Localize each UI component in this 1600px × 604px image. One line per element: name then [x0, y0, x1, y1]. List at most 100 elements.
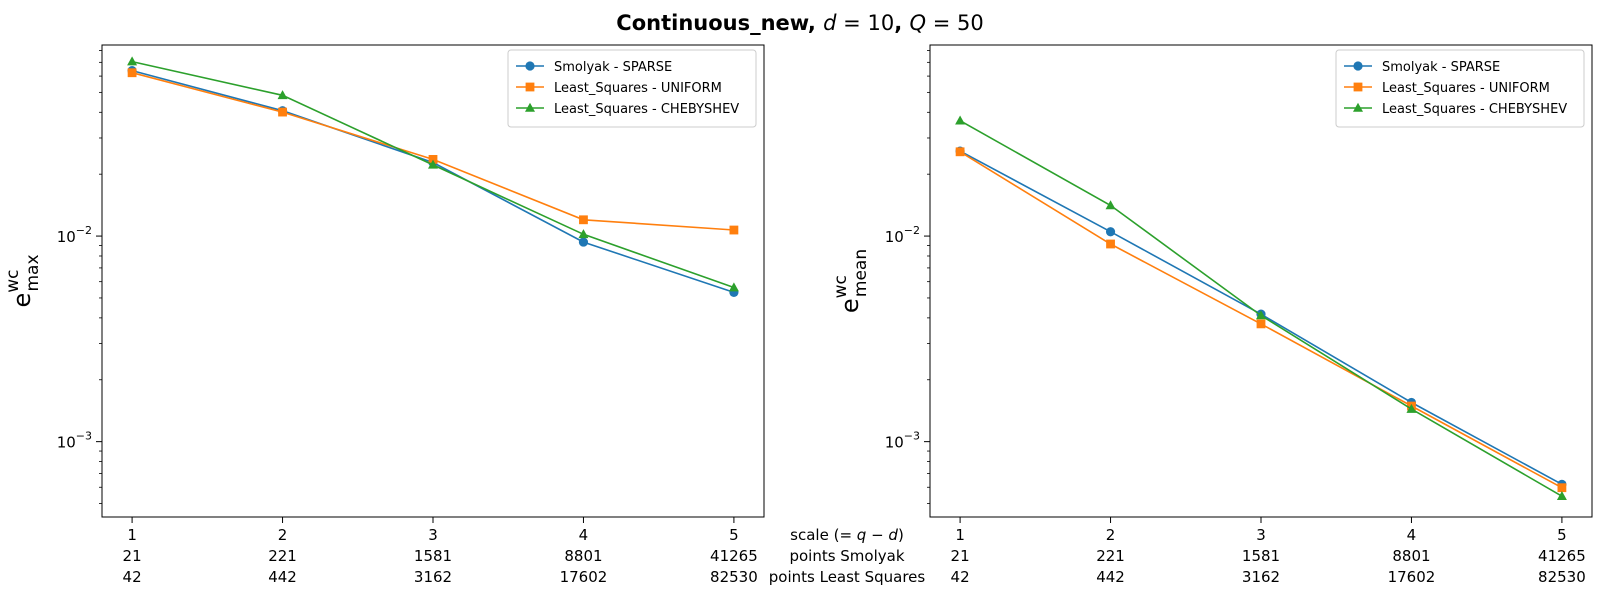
legend-marker — [1353, 102, 1363, 112]
chart-title-param-value: 50 — [957, 11, 984, 35]
x-tick-label: 2 — [278, 526, 288, 544]
y-tick-label: 10−2 — [885, 224, 920, 246]
chart-title-main: Continuous_new — [616, 11, 808, 35]
y-axis-label-base: e — [8, 293, 36, 308]
y-tick-label: 10−3 — [885, 430, 920, 452]
series-3 — [127, 56, 739, 292]
data-point — [1556, 490, 1567, 500]
data-point — [127, 68, 137, 78]
chart-title-param-eq: = — [926, 11, 957, 35]
y-tick-label: 10−2 — [57, 224, 92, 246]
row-label-points-smolyak: points Smolyak — [789, 547, 904, 565]
legend-marker — [1353, 61, 1363, 71]
y-tick-label: 10−3 — [57, 430, 92, 452]
points-smolyak-value: 8801 — [564, 547, 602, 565]
chart-title-param-value: 10 — [867, 11, 894, 35]
points-least-squares-value: 3162 — [1242, 568, 1280, 586]
points-least-squares-value: 42 — [951, 568, 970, 586]
x-tick-label: 4 — [1407, 526, 1417, 544]
x-tick-label: 3 — [1256, 526, 1266, 544]
legend-label: Least_Squares - CHEBYSHEV — [1382, 102, 1567, 117]
points-smolyak-value: 41265 — [1538, 547, 1586, 565]
x-tick-label: 2 — [1106, 526, 1116, 544]
points-least-squares-value: 82530 — [710, 568, 758, 586]
chart-title: Continuous_new, d = 10, Q = 50 — [616, 11, 983, 35]
row-label-scale: scale (= q − d) — [790, 526, 904, 544]
row-label-scale-word: scale (= — [790, 526, 857, 544]
legend-label: Smolyak - SPARSE — [554, 60, 672, 75]
chart-title-sep: , — [894, 11, 909, 35]
y-axis-label-sup: wc — [3, 270, 23, 293]
y-axis-label-sub: max — [23, 254, 43, 291]
legend-box — [507, 49, 757, 128]
points-smolyak-value: 8801 — [1392, 547, 1430, 565]
series-3 — [955, 115, 1567, 500]
x-tick-label: 1 — [955, 526, 965, 544]
y-axis-label-sup: wc — [831, 275, 851, 298]
data-point — [127, 56, 138, 66]
legend-marker — [525, 61, 535, 71]
y-tick-label-exp: −2 — [76, 224, 92, 237]
chart-title-param-eq: = — [837, 11, 868, 35]
points-least-squares-value: 3162 — [414, 568, 452, 586]
series-line — [959, 120, 1563, 497]
row-label-scale-close: ) — [898, 526, 904, 544]
data-point — [578, 229, 589, 239]
y-axis-label-base: e — [836, 298, 864, 313]
x-tick-label: 4 — [579, 526, 589, 544]
y-tick-label-exp: −3 — [76, 430, 92, 443]
y-tick-label-base: 10 — [885, 434, 904, 452]
data-point — [1557, 483, 1567, 493]
y-axis-label: ewcmax — [3, 254, 43, 307]
data-point — [579, 215, 588, 225]
points-least-squares-value: 82530 — [1538, 568, 1586, 586]
points-least-squares-value: 42 — [123, 568, 142, 586]
x-tick-label: 3 — [428, 526, 438, 544]
legend-box — [1335, 49, 1585, 128]
points-least-squares-value: 442 — [1096, 568, 1125, 586]
points-smolyak-value: 21 — [123, 547, 142, 565]
row-label-scale-var: d — [888, 526, 898, 544]
points-least-squares-value: 17602 — [1388, 568, 1436, 586]
panel-2: 10−210−312142222144231581316248801176025… — [831, 44, 1593, 586]
legend-marker — [525, 82, 535, 92]
x-tick-label: 1 — [127, 526, 137, 544]
legend-label: Least_Squares - UNIFORM — [554, 81, 722, 96]
data-point — [729, 225, 739, 235]
series-2 — [955, 147, 1567, 493]
data-point — [1256, 319, 1266, 329]
points-smolyak-value: 221 — [268, 547, 297, 565]
y-tick-label-exp: −2 — [904, 224, 920, 237]
chart-title-sep: , — [808, 11, 823, 35]
legend-marker — [1353, 82, 1363, 92]
points-least-squares-value: 442 — [268, 568, 297, 586]
points-least-squares-value: 17602 — [560, 568, 608, 586]
data-point — [1105, 227, 1116, 237]
legend-marker — [525, 102, 535, 112]
data-point — [428, 155, 438, 164]
points-smolyak-value: 1581 — [1242, 547, 1280, 565]
data-point — [955, 115, 966, 125]
row-label-scale-op: − — [866, 526, 888, 544]
points-smolyak-value: 41265 — [710, 547, 758, 565]
legend-label: Smolyak - SPARSE — [1382, 60, 1500, 75]
row-label-points-least-squares: points Least Squares — [769, 568, 926, 586]
y-tick-label-base: 10 — [885, 228, 904, 246]
points-smolyak-value: 221 — [1096, 547, 1125, 565]
data-point — [428, 159, 438, 169]
y-tick-label-base: 10 — [57, 434, 76, 452]
row-label-scale-var: q — [857, 526, 867, 544]
data-point — [1105, 200, 1116, 210]
x-tick-label: 5 — [1557, 526, 1567, 544]
y-axis-label-sub: mean — [851, 249, 871, 297]
data-point — [278, 107, 287, 117]
legend-label: Least_Squares - CHEBYSHEV — [554, 102, 739, 117]
data-point — [728, 282, 739, 292]
points-smolyak-value: 21 — [951, 547, 970, 565]
legend: Smolyak - SPARSE Least_Squares - UNIFORM L… — [507, 49, 757, 128]
legend: Smolyak - SPARSE Least_Squares - UNIFORM L… — [1335, 49, 1585, 128]
y-tick-label-exp: −3 — [904, 430, 920, 443]
data-point — [955, 147, 965, 157]
